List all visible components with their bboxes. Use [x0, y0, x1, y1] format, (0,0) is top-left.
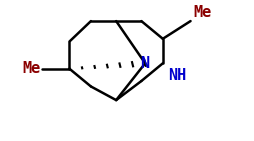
Text: Me: Me [192, 5, 211, 20]
Text: Me: Me [22, 61, 40, 76]
Text: N: N [140, 56, 149, 71]
Text: NH: NH [167, 68, 185, 83]
